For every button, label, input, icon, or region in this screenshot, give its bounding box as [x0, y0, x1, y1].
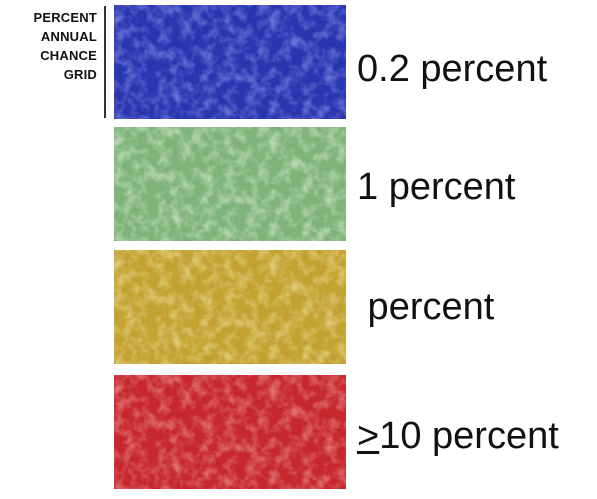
legend-label-percent: percent: [357, 286, 495, 328]
legend-swatch-1-percent: [114, 127, 346, 241]
legend-swatch-10-percent: [114, 375, 346, 489]
legend-swatch-0.2-percent: [114, 5, 346, 119]
legend-title-line: ANNUAL: [40, 29, 97, 44]
legend-title-line: PERCENT: [33, 10, 97, 25]
legend-title-line: GRID: [63, 67, 97, 82]
legend-title: PERCENT ANNUAL CHANCE GRID: [0, 8, 97, 84]
title-divider: [104, 6, 106, 118]
swatch-texture: [114, 250, 346, 364]
legend-swatch-percent: [114, 250, 346, 364]
swatch-texture: [114, 375, 346, 489]
legend-label-0.2-percent: 0.2 percent: [357, 48, 548, 90]
legend-title-line: CHANCE: [40, 48, 97, 63]
swatch-texture: [114, 127, 346, 241]
swatch-texture: [114, 5, 346, 119]
legend-label-10-percent: >10 percent: [357, 415, 559, 457]
legend-label-1-percent: 1 percent: [357, 166, 516, 208]
